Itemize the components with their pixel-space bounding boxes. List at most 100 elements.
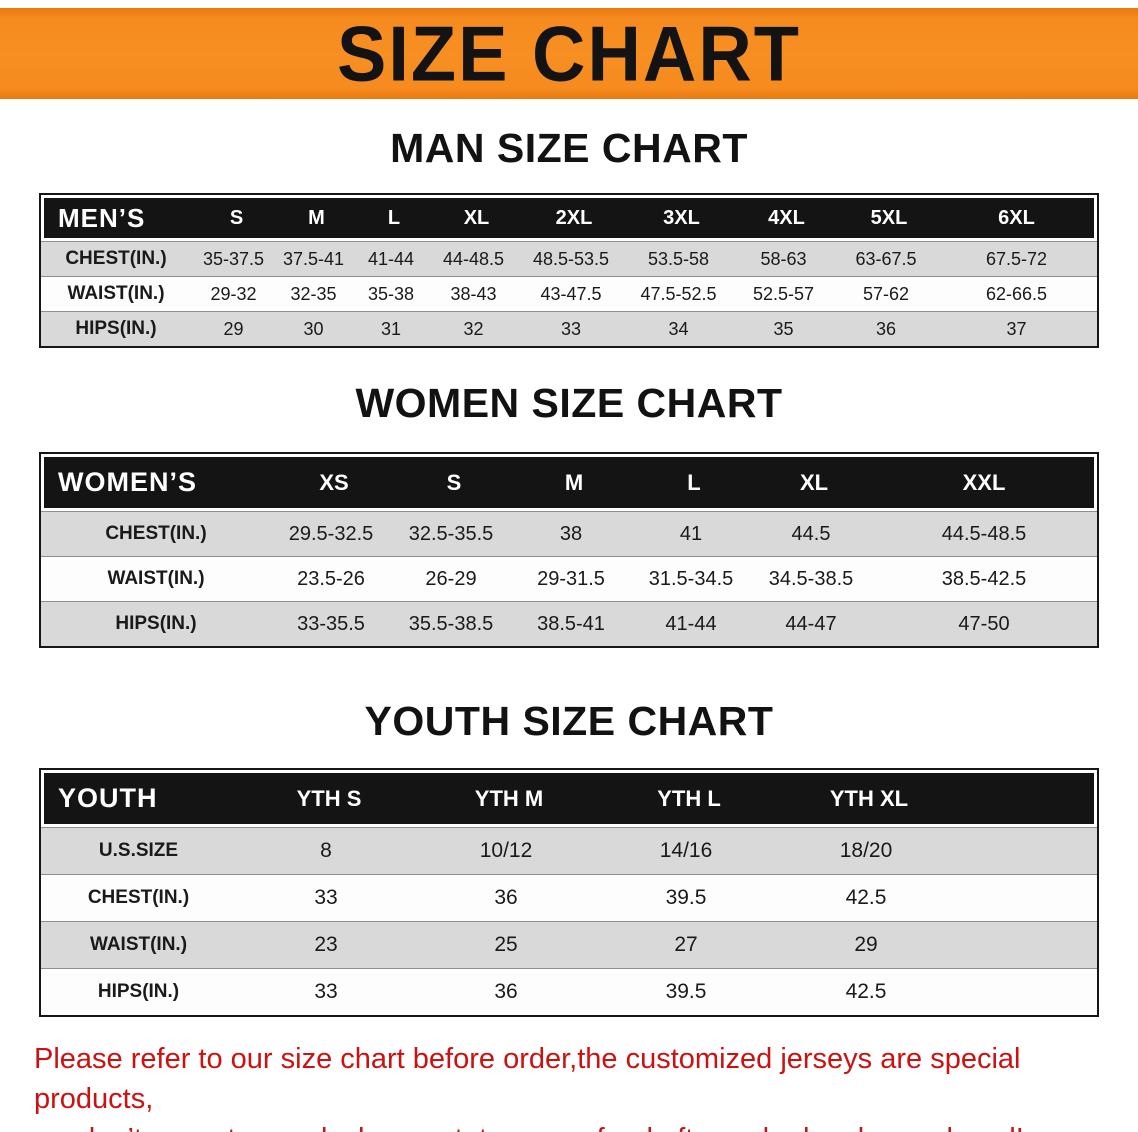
disclaimer-line-1: Please refer to our size chart before or… xyxy=(34,1043,1021,1115)
page-title: SIZE CHART xyxy=(337,9,801,98)
youth-header-label: YOUTH xyxy=(58,783,158,813)
row-label-cell: CHEST(IN.) xyxy=(87,887,190,908)
row-label-cell: WAIST(IN.) xyxy=(67,283,165,304)
value-cell: 44.5 xyxy=(791,522,831,545)
value-cell: 33 xyxy=(560,318,582,339)
youth-waist-row: WAIST(IN.) 23 25 27 29 xyxy=(41,921,1097,968)
size-header-cell: YTH S xyxy=(296,785,362,811)
size-header-cell: 2XL xyxy=(555,206,593,229)
value-cell: 25 xyxy=(494,933,518,956)
size-header-cell: XXL xyxy=(962,469,1006,495)
men-waist-row: WAIST(IN.) 29-32 32-35 35-38 38-43 43-47… xyxy=(41,276,1097,311)
value-cell: 44-48.5 xyxy=(442,248,505,269)
value-cell: 32-35 xyxy=(290,283,337,304)
value-cell: 31 xyxy=(380,318,402,339)
value-cell: 18/20 xyxy=(839,839,893,862)
size-header-cell: XL xyxy=(463,206,490,229)
value-cell: 33-35.5 xyxy=(297,612,365,635)
value-cell: 36 xyxy=(494,886,518,909)
men-header-label: MEN’S xyxy=(58,202,146,233)
women-waist-row: WAIST(IN.) 23.5-26 26-29 29-31.5 31.5-34… xyxy=(41,556,1097,601)
youth-ussize-row: U.S.SIZE 8 10/12 14/16 18/20 xyxy=(41,827,1097,874)
row-label-cell: HIPS(IN.) xyxy=(75,318,157,339)
men-chest-row: CHEST(IN.) 35-37.5 37.5-41 41-44 44-48.5… xyxy=(41,241,1097,276)
row-label-cell: HIPS(IN.) xyxy=(97,981,180,1002)
value-cell: 58-63 xyxy=(760,248,807,269)
disclaimer-line-2: we don’t accept cancel, change, teturn o… xyxy=(34,1119,1118,1132)
value-cell: 57-62 xyxy=(862,283,910,304)
row-label-cell: U.S.SIZE xyxy=(98,840,179,861)
value-cell: 10/12 xyxy=(479,839,533,862)
size-header-cell: XL xyxy=(799,469,829,495)
value-cell: 34.5-38.5 xyxy=(768,567,854,590)
row-label-cell: WAIST(IN.) xyxy=(89,934,188,955)
size-header-cell: YTH M xyxy=(474,785,544,811)
value-cell: 29 xyxy=(223,318,244,339)
value-cell: 38.5-42.5 xyxy=(941,567,1027,590)
youth-header-row: YOUTH YTH S YTH M YTH L YTH XL xyxy=(44,773,1094,824)
value-cell: 35.5-38.5 xyxy=(408,612,494,635)
value-cell: 33 xyxy=(314,886,338,909)
value-cell: 37 xyxy=(1006,318,1027,339)
men-section-heading: MAN SIZE CHART xyxy=(390,125,748,171)
value-cell: 38-43 xyxy=(450,283,497,304)
value-cell: 53.5-58 xyxy=(647,248,710,269)
value-cell: 34 xyxy=(668,318,689,339)
value-cell: 52.5-57 xyxy=(752,283,815,304)
value-cell: 35-38 xyxy=(367,283,415,304)
size-header-cell: YTH XL xyxy=(829,785,909,811)
value-cell: 41 xyxy=(679,522,703,545)
value-cell: 48.5-53.5 xyxy=(532,248,610,269)
women-header-label: WOMEN’S xyxy=(58,467,197,497)
value-cell: 23 xyxy=(314,933,338,956)
value-cell: 8 xyxy=(320,839,332,862)
size-header-cell: 6XL xyxy=(998,206,1035,229)
value-cell: 33 xyxy=(314,980,338,1003)
row-label-cell: CHEST(IN.) xyxy=(105,523,207,544)
size-header-cell: YTH L xyxy=(657,785,721,811)
women-header-row: WOMEN’S XS S M L XL XXL xyxy=(44,457,1094,508)
value-cell: 63-67.5 xyxy=(855,248,917,269)
size-header-cell: XS xyxy=(319,469,349,495)
banner: SIZE CHART xyxy=(0,8,1138,99)
value-cell: 31.5-34.5 xyxy=(648,567,734,590)
size-header-cell: 4XL xyxy=(768,206,805,229)
size-header-cell: 5XL xyxy=(870,206,908,229)
women-chest-row: CHEST(IN.) 29.5-32.5 32.5-35.5 38 41 44.… xyxy=(41,511,1097,556)
value-cell: 38.5-41 xyxy=(537,612,605,635)
value-cell: 42.5 xyxy=(845,886,887,909)
women-hips-row: HIPS(IN.) 33-35.5 35.5-38.5 38.5-41 41-4… xyxy=(41,601,1097,646)
value-cell: 43-47.5 xyxy=(540,283,602,304)
youth-hips-row: HIPS(IN.) 33 36 39.5 42.5 xyxy=(41,968,1097,1015)
value-cell: 30 xyxy=(303,318,324,339)
men-size-table: MEN’S S M L XL 2XL 3XL 4XL 5XL 6XL CHEST… xyxy=(39,193,1099,348)
value-cell: 37.5-41 xyxy=(282,248,345,269)
value-cell: 42.5 xyxy=(845,980,887,1003)
row-label-cell: HIPS(IN.) xyxy=(115,613,197,634)
women-size-table: WOMEN’S XS S M L XL XXL CHEST(IN.) 29.5-… xyxy=(39,452,1099,648)
value-cell: 32 xyxy=(463,318,484,339)
women-section-heading: WOMEN SIZE CHART xyxy=(355,380,783,426)
disclaimer: Please refer to our size chart before or… xyxy=(34,1039,1118,1132)
row-label-cell: WAIST(IN.) xyxy=(107,568,205,589)
size-header-cell: M xyxy=(564,469,584,495)
youth-chest-row: CHEST(IN.) 33 36 39.5 42.5 xyxy=(41,874,1097,921)
value-cell: 32.5-35.5 xyxy=(408,522,494,545)
value-cell: 27 xyxy=(674,933,698,956)
value-cell: 36 xyxy=(494,980,518,1003)
size-header-cell: 3XL xyxy=(663,206,700,229)
value-cell: 14/16 xyxy=(659,839,713,862)
youth-section-heading: YOUTH SIZE CHART xyxy=(364,698,774,744)
value-cell: 29-32 xyxy=(210,283,257,304)
men-header-row: MEN’S S M L XL 2XL 3XL 4XL 5XL 6XL xyxy=(44,198,1094,238)
size-header-cell: S xyxy=(446,469,462,495)
value-cell: 38 xyxy=(559,522,583,545)
size-header-cell: S xyxy=(229,206,244,229)
size-header-cell: L xyxy=(687,469,701,495)
value-cell: 44.5-48.5 xyxy=(941,522,1027,545)
value-cell: 23.5-26 xyxy=(297,567,365,590)
value-cell: 44-47 xyxy=(785,612,837,635)
row-label-cell: CHEST(IN.) xyxy=(65,248,167,269)
value-cell: 62-66.5 xyxy=(985,283,1048,304)
